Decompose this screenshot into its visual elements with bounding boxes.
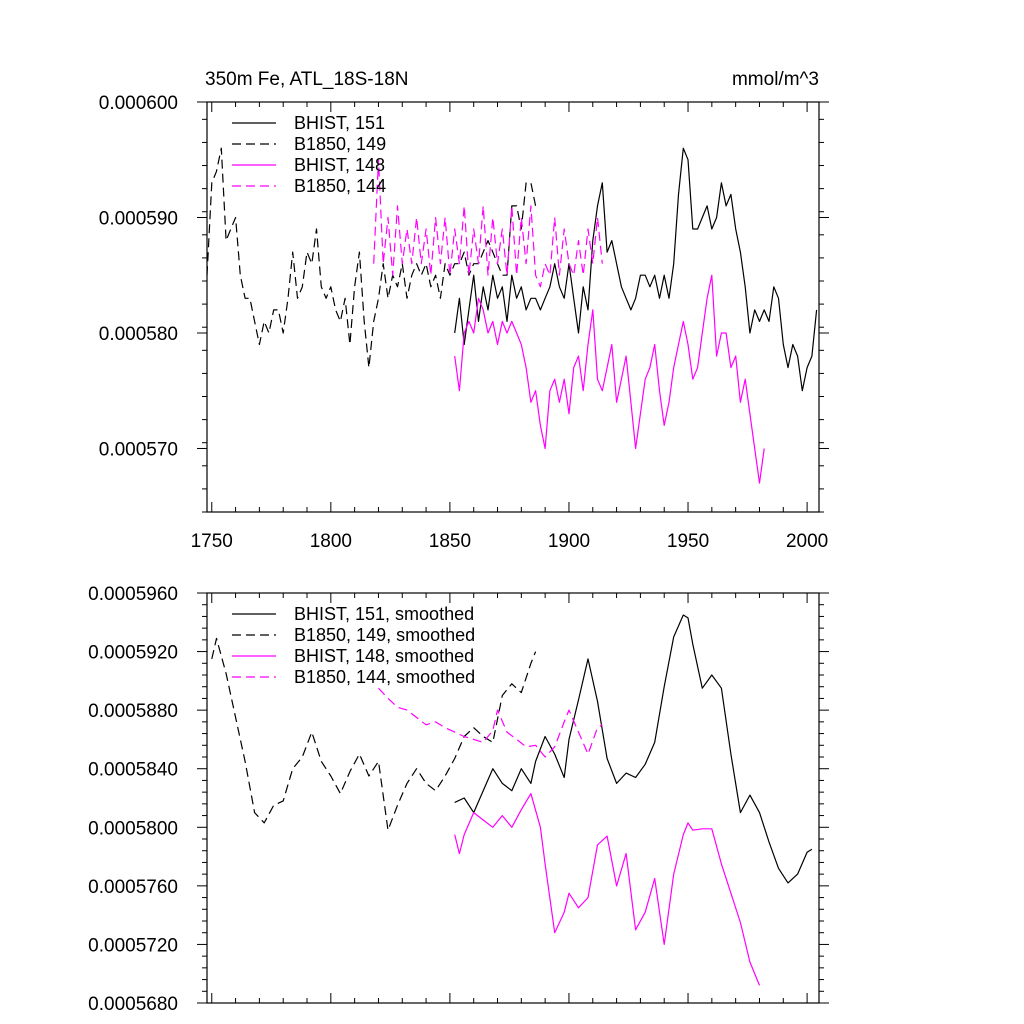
tick-group-top: 1750 1800 1850 1900 1950 2000 0.000570 0.000580… — [99, 93, 829, 552]
y-tick-label: 0.0005800 — [88, 818, 178, 839]
tick-group-bottom: 0.0005680 0.0005720 0.0005760 0.0005800 0.00… — [88, 584, 829, 1015]
y-tick-label: 0.0005840 — [88, 760, 178, 781]
y-tick-label: 0.000600 — [99, 93, 178, 114]
series-line — [211, 637, 537, 831]
series-line — [373, 159, 603, 288]
top-chart: 350m Fe, ATL_18S-18N mmol/m^3 1750 1800 18… — [99, 69, 829, 552]
series-line — [206, 147, 537, 369]
chart-units: mmol/m^3 — [732, 69, 819, 90]
plot-frame-top — [206, 101, 820, 513]
y-tick-label: 0.0005880 — [88, 701, 178, 722]
series-group-bottom — [211, 614, 813, 986]
y-tick-label: 0.0005760 — [88, 877, 178, 898]
series-line — [378, 687, 603, 758]
y-tick-label: 0.000570 — [99, 439, 178, 460]
series-line — [454, 274, 765, 484]
y-tick-label: 0.0005680 — [88, 994, 178, 1015]
x-tick-label: 1950 — [667, 531, 709, 552]
legend-label: BHIST, 151, smoothed — [294, 604, 474, 624]
x-tick-label: 1750 — [191, 531, 233, 552]
bottom-chart: 0.0005680 0.0005720 0.0005760 0.0005800 0.00… — [88, 584, 829, 1015]
x-tick-label: 2000 — [786, 531, 828, 552]
y-tick-label: 0.0005920 — [88, 643, 178, 664]
legend-label: B1850, 144 — [294, 176, 386, 196]
legend-label: B1850, 149 — [294, 134, 386, 154]
x-tick-label: 1800 — [310, 531, 352, 552]
y-tick-label: 0.000590 — [99, 208, 178, 229]
legend-label: BHIST, 151 — [294, 113, 385, 133]
x-tick-label: 1900 — [548, 531, 590, 552]
legend-label: BHIST, 148 — [294, 155, 385, 175]
legend-label: B1850, 149, smoothed — [294, 625, 475, 645]
legend-label: B1850, 144, smoothed — [294, 667, 475, 687]
series-line — [454, 147, 818, 392]
series-line — [454, 614, 813, 884]
chart-title: 350m Fe, ATL_18S-18N — [205, 69, 408, 90]
series-line — [454, 792, 761, 986]
series-group-top — [206, 147, 818, 484]
y-tick-label: 0.0005720 — [88, 935, 178, 956]
x-tick-label: 1850 — [429, 531, 471, 552]
plot-frame-bottom — [206, 592, 820, 1004]
y-tick-label: 0.0005960 — [88, 584, 178, 605]
y-tick-label: 0.000580 — [99, 324, 178, 345]
legend-label: BHIST, 148, smoothed — [294, 646, 474, 666]
